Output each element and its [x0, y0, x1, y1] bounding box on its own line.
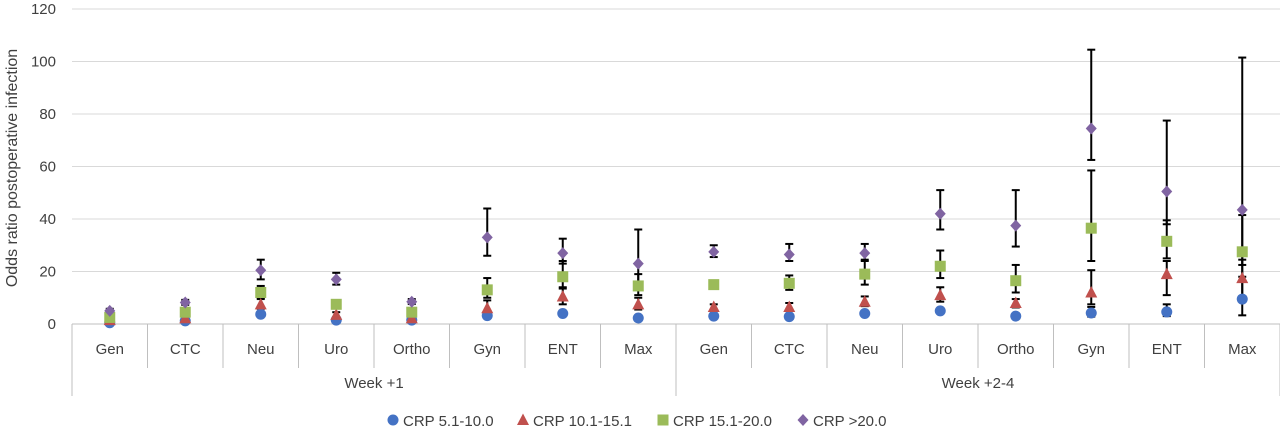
data-point-triangle	[330, 308, 343, 320]
data-point-diamond	[632, 257, 644, 270]
data-point-circle	[1010, 310, 1022, 322]
x-category-label: CTC	[170, 341, 201, 358]
label-layer: 0 20 40 60 80 100 120 Gen CTC Neu Uro Ortho Gyn ENT Ma…	[31, 1, 1257, 392]
error-bar-layer	[105, 48, 1247, 325]
legend-label: CRP 15.1-20.0	[673, 413, 772, 430]
x-category-label: Uro	[324, 341, 348, 358]
data-point-circle	[859, 308, 871, 319]
data-point-diamond	[859, 247, 871, 260]
marker-layer	[103, 122, 1249, 329]
legend-marker-triangle	[517, 413, 529, 425]
data-point-diamond	[255, 264, 267, 277]
data-point-triangle	[858, 295, 871, 307]
x-category-label: Ortho	[997, 341, 1035, 358]
data-point-diamond	[783, 248, 795, 261]
x-category-label: Ortho	[393, 341, 431, 358]
legend-label: CRP 10.1-15.1	[533, 413, 632, 430]
data-point-diamond	[1010, 219, 1022, 232]
axis-layer	[71, 323, 1280, 396]
data-point-circle	[708, 310, 720, 322]
x-category-label: Gyn	[473, 341, 501, 358]
data-point-diamond	[330, 273, 342, 286]
data-point-circle	[255, 308, 267, 320]
data-point-diamond	[1236, 203, 1248, 216]
data-point-square	[557, 271, 569, 283]
data-point-square	[406, 306, 418, 318]
legend-marker-diamond	[797, 414, 809, 426]
data-point-square	[632, 280, 644, 292]
data-point-square	[1010, 275, 1022, 287]
data-point-square	[859, 268, 871, 280]
group-label: Week +2-4	[942, 375, 1015, 392]
x-category-label: Gen	[700, 341, 728, 358]
grid-layer	[72, 8, 1280, 272]
data-point-triangle	[934, 288, 947, 301]
x-category-label: Uro	[928, 341, 952, 358]
x-category-label: Neu	[247, 341, 275, 358]
data-point-triangle	[1236, 271, 1249, 284]
data-point-diamond	[934, 207, 946, 220]
data-point-diamond	[481, 231, 493, 244]
data-point-triangle	[556, 289, 569, 302]
data-point-diamond	[1085, 122, 1097, 135]
data-point-diamond	[104, 304, 116, 317]
data-point-circle	[934, 305, 946, 317]
legend-label: CRP >20.0	[813, 413, 887, 430]
data-point-triangle	[1009, 296, 1022, 308]
legend-marker-square	[657, 414, 669, 426]
x-category-label: Max	[624, 341, 653, 358]
data-point-circle	[783, 311, 795, 323]
data-point-triangle	[632, 297, 645, 310]
data-point-square	[708, 279, 720, 291]
data-point-diamond	[557, 247, 569, 260]
data-point-square	[255, 287, 267, 298]
x-category-label: Gyn	[1077, 341, 1105, 358]
data-point-square	[1085, 222, 1097, 234]
data-point-square	[481, 284, 493, 296]
data-point-triangle	[1160, 267, 1173, 280]
data-point-circle	[1085, 307, 1097, 319]
data-point-diamond	[406, 295, 418, 308]
y-tick-label: 80	[39, 106, 56, 123]
legend: CRP 5.1-10.0 CRP 10.1-15.1 CRP 15.1-20.0 CR…	[387, 413, 887, 430]
y-tick-label: 100	[31, 54, 56, 71]
legend-marker-circle	[387, 414, 399, 426]
x-category-label: Max	[1228, 341, 1257, 358]
group-label: Week +1	[344, 375, 403, 392]
data-point-square	[104, 311, 116, 323]
data-point-diamond	[1161, 185, 1173, 198]
x-category-label: Neu	[851, 341, 879, 358]
data-point-square	[179, 306, 191, 318]
data-point-circle	[1161, 306, 1173, 318]
x-category-label: Gen	[96, 341, 124, 358]
data-point-circle	[632, 312, 644, 324]
x-category-label: ENT	[548, 341, 578, 358]
data-point-square	[1161, 235, 1173, 247]
y-tick-label: 120	[31, 1, 56, 18]
data-point-triangle	[481, 301, 494, 314]
y-tick-label: 0	[48, 316, 56, 333]
data-point-square	[934, 260, 946, 272]
legend-label: CRP 5.1-10.0	[403, 413, 494, 430]
data-point-square	[783, 277, 795, 289]
y-tick-label: 20	[39, 264, 56, 281]
y-axis-label: Odds ratio postoperative infection	[4, 49, 21, 287]
data-point-diamond	[179, 296, 191, 309]
y-tick-label: 60	[39, 159, 56, 176]
data-point-triangle	[254, 297, 267, 310]
data-point-square	[1236, 246, 1248, 258]
data-point-triangle	[1085, 286, 1098, 298]
data-point-diamond	[708, 245, 720, 258]
data-point-circle	[557, 308, 569, 319]
x-category-label: ENT	[1152, 341, 1182, 358]
data-point-triangle	[783, 300, 796, 312]
data-point-triangle	[707, 300, 720, 312]
y-tick-label: 40	[39, 211, 56, 228]
data-point-circle	[1236, 293, 1248, 305]
data-point-square	[330, 298, 342, 310]
x-category-label: CTC	[774, 341, 805, 358]
